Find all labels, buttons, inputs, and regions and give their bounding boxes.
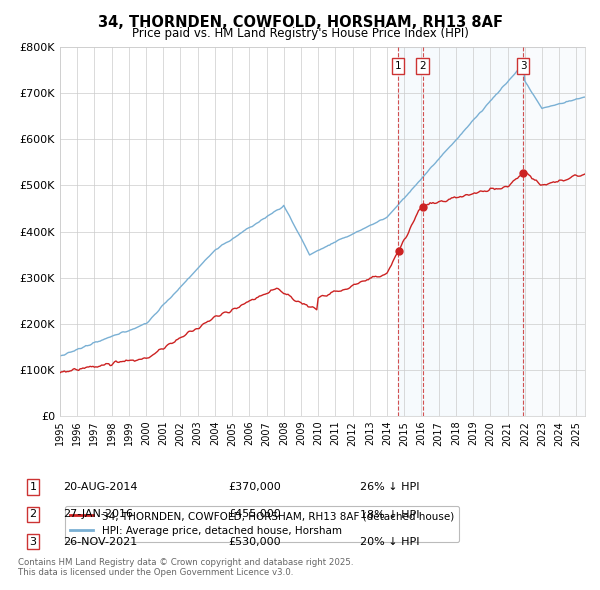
Bar bbox=[523, 47, 585, 416]
Text: 27-JAN-2016: 27-JAN-2016 bbox=[63, 510, 133, 519]
Text: Price paid vs. HM Land Registry's House Price Index (HPI): Price paid vs. HM Land Registry's House … bbox=[131, 27, 469, 40]
Text: 34, THORNDEN, COWFOLD, HORSHAM, RH13 8AF: 34, THORNDEN, COWFOLD, HORSHAM, RH13 8AF bbox=[97, 15, 503, 30]
Text: 26% ↓ HPI: 26% ↓ HPI bbox=[360, 482, 419, 491]
Text: £530,000: £530,000 bbox=[228, 537, 281, 546]
Text: 1: 1 bbox=[395, 61, 401, 71]
Text: 20% ↓ HPI: 20% ↓ HPI bbox=[360, 537, 419, 546]
Text: Contains HM Land Registry data © Crown copyright and database right 2025.
This d: Contains HM Land Registry data © Crown c… bbox=[18, 558, 353, 577]
Text: 3: 3 bbox=[520, 61, 526, 71]
Text: 20-AUG-2014: 20-AUG-2014 bbox=[63, 482, 137, 491]
Text: £455,000: £455,000 bbox=[228, 510, 281, 519]
Text: 2: 2 bbox=[29, 510, 37, 519]
Text: 18% ↓ HPI: 18% ↓ HPI bbox=[360, 510, 419, 519]
Bar bbox=[398, 47, 523, 416]
Text: £370,000: £370,000 bbox=[228, 482, 281, 491]
Legend: 34, THORNDEN, COWFOLD, HORSHAM, RH13 8AF (detached house), HPI: Average price, d: 34, THORNDEN, COWFOLD, HORSHAM, RH13 8AF… bbox=[65, 506, 459, 542]
Text: 2: 2 bbox=[419, 61, 426, 71]
Text: 3: 3 bbox=[29, 537, 37, 546]
Text: 26-NOV-2021: 26-NOV-2021 bbox=[63, 537, 137, 546]
Text: 1: 1 bbox=[29, 482, 37, 491]
